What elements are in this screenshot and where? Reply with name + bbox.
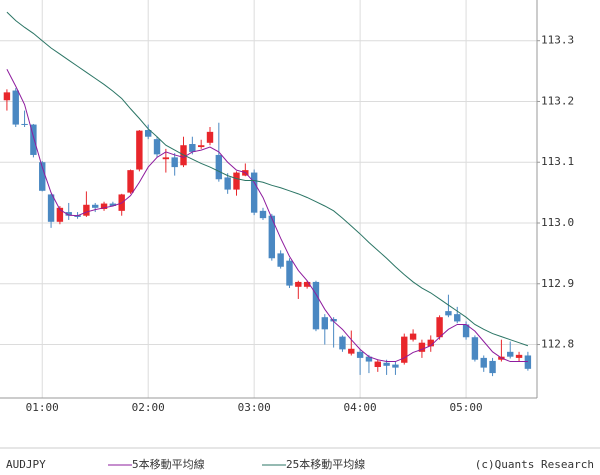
candle-body bbox=[418, 342, 426, 352]
y-tick-label: 112.9 bbox=[541, 277, 574, 290]
candle-body bbox=[136, 130, 143, 170]
x-tick-label: 01:00 bbox=[26, 401, 59, 414]
candle-body bbox=[3, 92, 11, 101]
x-tick-label: 05:00 bbox=[450, 401, 483, 414]
y-tick-label: 113.3 bbox=[541, 34, 574, 47]
x-tick-label: 02:00 bbox=[132, 401, 165, 414]
candle-body bbox=[356, 351, 364, 358]
candle-body bbox=[100, 203, 108, 210]
candle-body bbox=[515, 354, 523, 358]
candle-body bbox=[127, 170, 134, 193]
candle-body bbox=[206, 131, 214, 143]
x-tick-label: 03:00 bbox=[238, 401, 271, 414]
candle-body bbox=[339, 336, 346, 350]
y-tick-label: 113.1 bbox=[541, 155, 574, 168]
candle-body bbox=[409, 333, 417, 340]
y-tick-label: 113.2 bbox=[541, 94, 574, 107]
candle-body bbox=[162, 157, 170, 160]
candle-body bbox=[321, 317, 328, 330]
candle-body bbox=[401, 336, 408, 363]
credit: (c)Quants Research bbox=[475, 458, 594, 471]
candle-body bbox=[30, 124, 37, 155]
x-tick-label: 04:00 bbox=[344, 401, 377, 414]
ma-line bbox=[6, 11, 529, 347]
candle-body bbox=[233, 172, 240, 190]
candle-body bbox=[277, 253, 284, 267]
candle-body bbox=[524, 355, 532, 369]
symbol-title: AUDJPY bbox=[6, 458, 46, 471]
candle-body bbox=[454, 314, 461, 322]
candle-body bbox=[383, 362, 390, 366]
y-tick-label: 113.0 bbox=[541, 216, 574, 229]
candle-body bbox=[65, 212, 72, 216]
candle-body bbox=[392, 364, 399, 368]
y-tick-label: 112.8 bbox=[541, 338, 574, 351]
candle-body bbox=[295, 281, 302, 287]
candle-body bbox=[480, 357, 487, 368]
candle-body bbox=[92, 204, 99, 208]
candle-body bbox=[109, 203, 117, 206]
candle-body bbox=[224, 177, 231, 190]
candle-body bbox=[259, 210, 267, 219]
candle-body bbox=[83, 204, 90, 216]
candle-body bbox=[189, 144, 196, 152]
candle-body bbox=[374, 361, 381, 368]
legend-label: 5本移動平均線 bbox=[132, 457, 205, 471]
candle-body bbox=[47, 194, 55, 222]
candle-body bbox=[12, 90, 19, 125]
candle-body bbox=[436, 317, 443, 338]
candle-body bbox=[39, 162, 46, 191]
candle-body bbox=[312, 281, 320, 330]
candle-body bbox=[250, 172, 258, 213]
candle-body bbox=[507, 351, 514, 357]
candle-body bbox=[489, 360, 496, 374]
candle-body bbox=[268, 215, 276, 259]
candle-body bbox=[365, 356, 373, 362]
candle-body bbox=[153, 139, 161, 155]
plot-area bbox=[0, 0, 537, 398]
candle-body bbox=[21, 123, 28, 125]
candle-body bbox=[330, 319, 337, 322]
candle-body bbox=[215, 154, 223, 180]
legend-label: 25本移動平均線 bbox=[286, 457, 365, 471]
candle-body bbox=[171, 157, 178, 168]
candle-body bbox=[348, 348, 355, 354]
candle-body bbox=[445, 311, 452, 316]
candle-body bbox=[144, 130, 152, 137]
candle-body bbox=[462, 324, 470, 338]
candle-body bbox=[471, 337, 479, 360]
candle-body bbox=[197, 145, 205, 148]
ma-line bbox=[6, 69, 528, 363]
candle-body bbox=[56, 207, 64, 222]
candle-body bbox=[427, 339, 434, 347]
candle-body bbox=[286, 260, 293, 286]
candle-body bbox=[303, 281, 311, 287]
